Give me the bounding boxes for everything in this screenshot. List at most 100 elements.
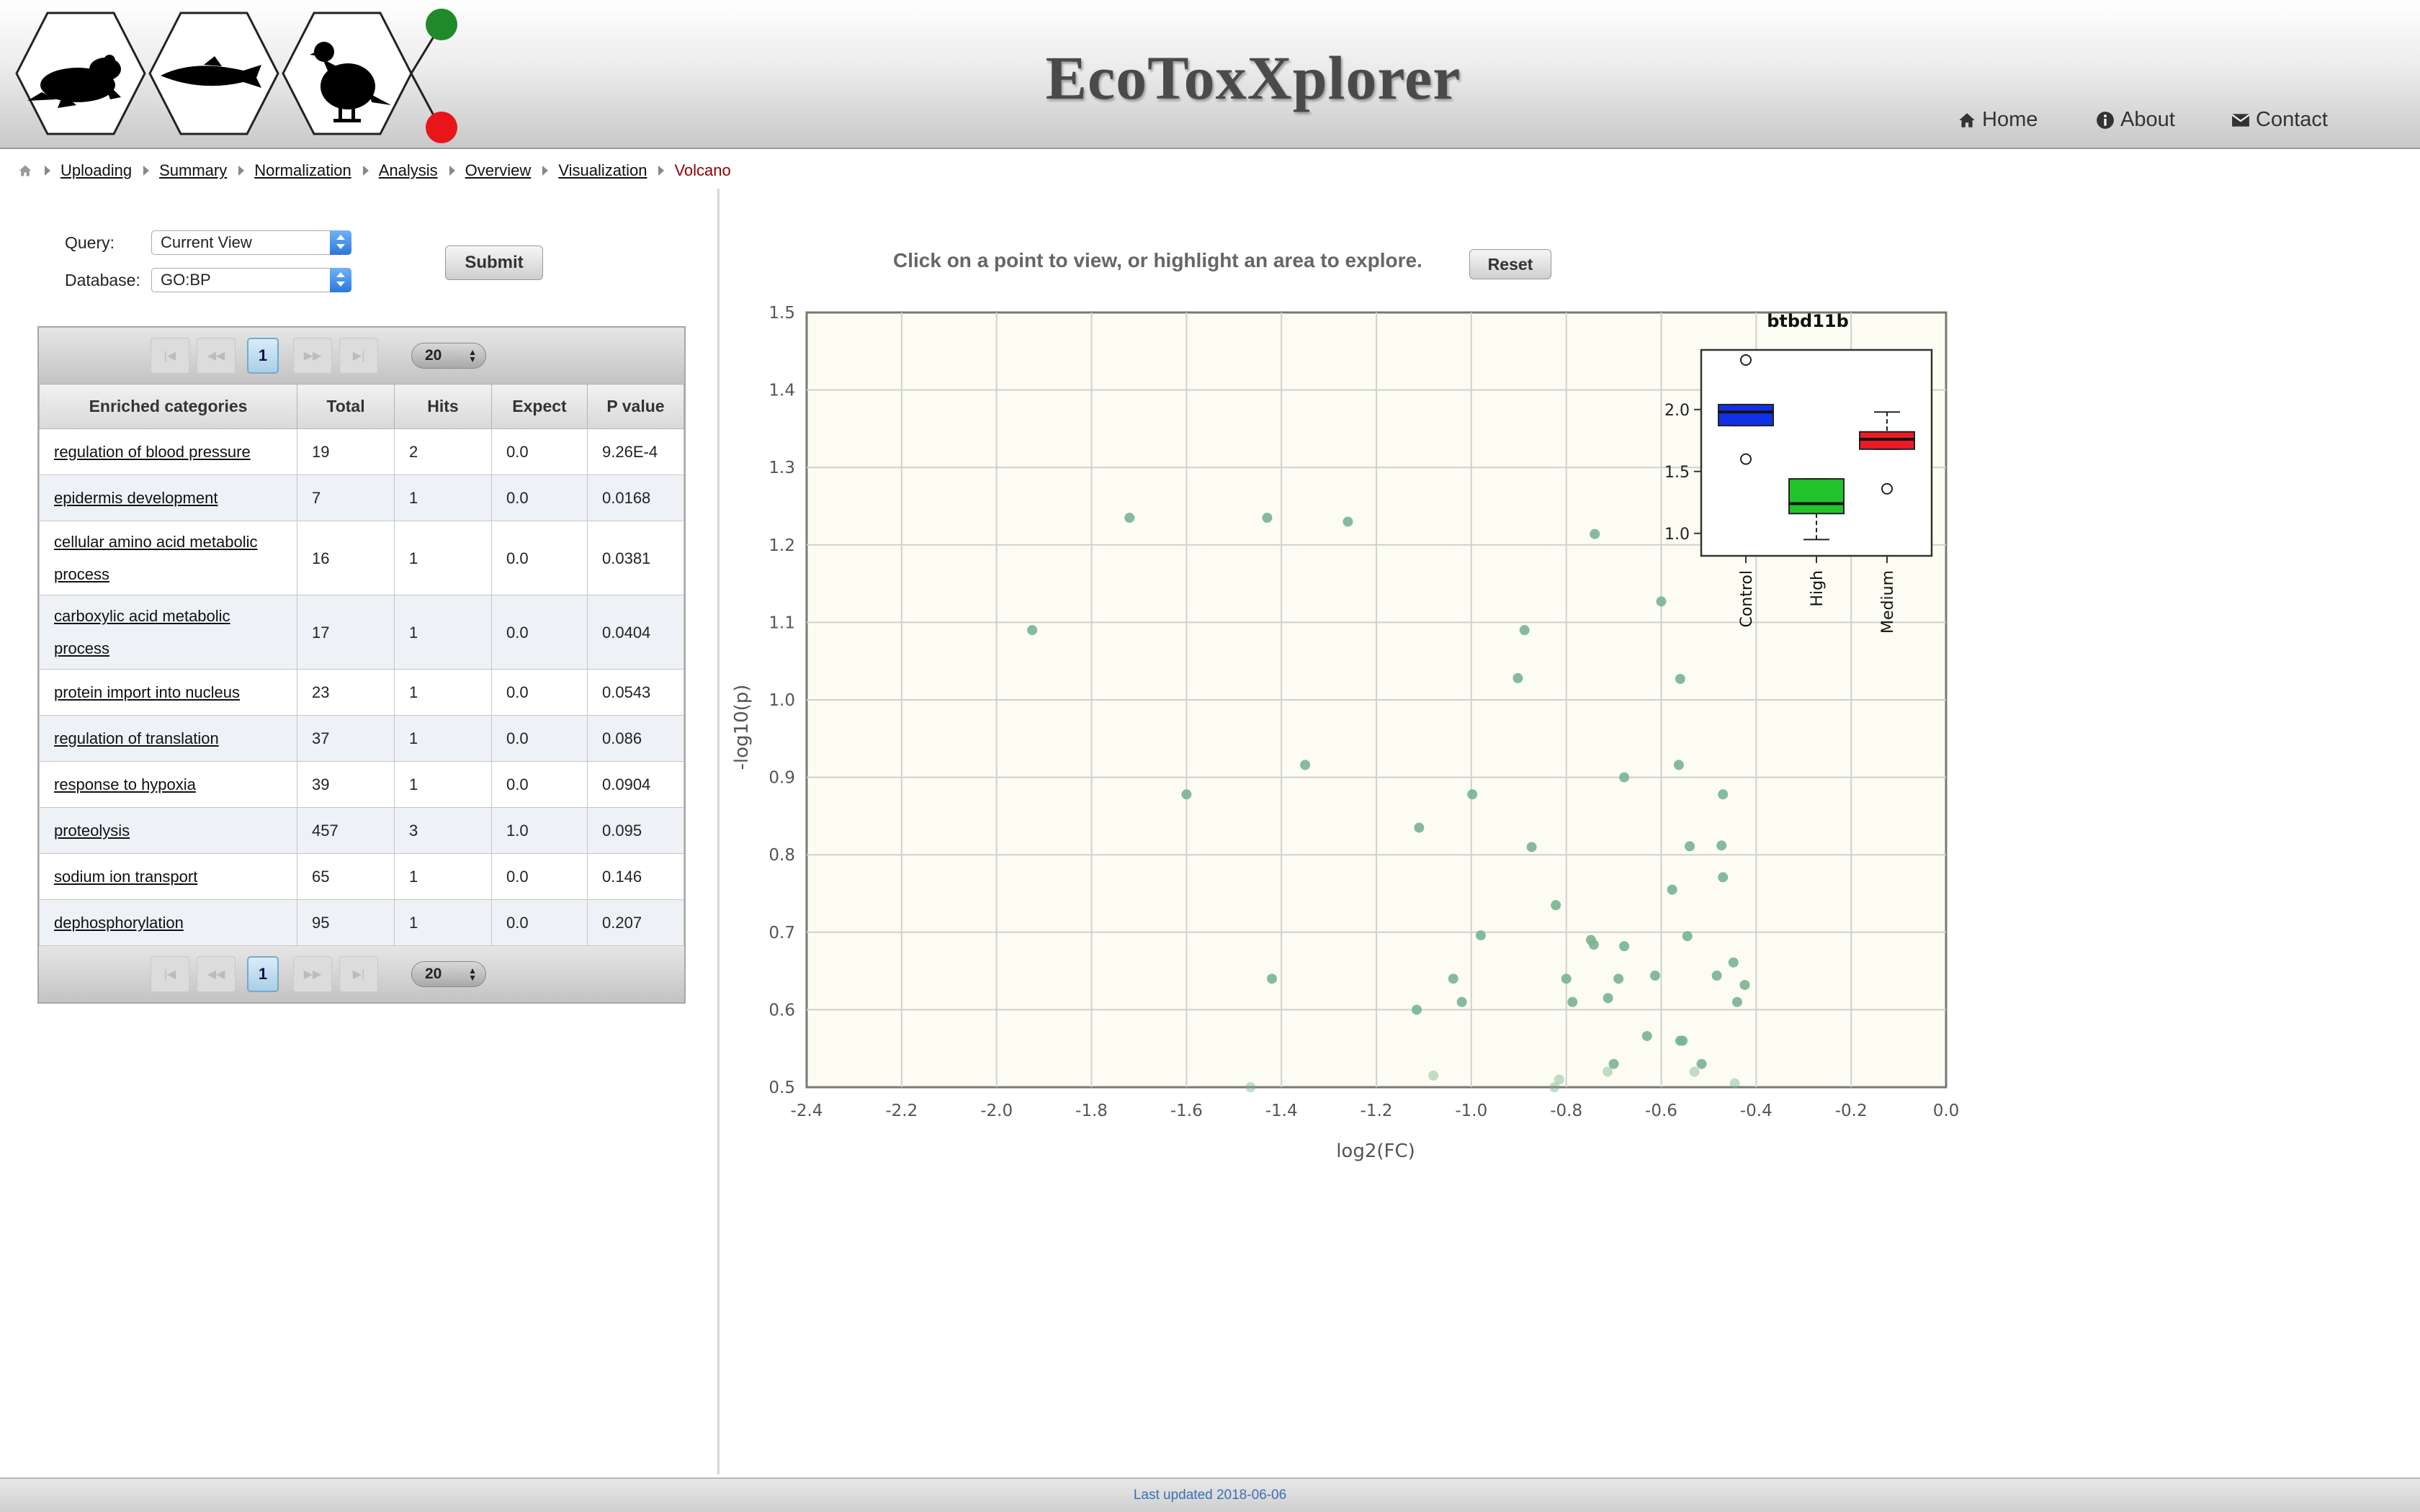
reset-button[interactable]: Reset xyxy=(1469,249,1551,279)
breadcrumb-visualization[interactable]: Visualization xyxy=(558,161,647,179)
app-title: EcoToxXplorer xyxy=(1045,43,1461,112)
total-cell: 95 xyxy=(297,899,395,946)
category-link[interactable]: dephosphorylation xyxy=(54,913,184,932)
col-header-category[interactable]: Enriched categories xyxy=(39,384,297,429)
data-point xyxy=(1603,993,1613,1004)
data-point xyxy=(1656,596,1667,607)
category-link[interactable]: epidermis development xyxy=(54,488,218,507)
inset-y-tick-label: 2.0 xyxy=(1664,402,1690,420)
page-size-value: 20 xyxy=(425,347,442,364)
status-red-icon xyxy=(426,112,457,143)
x-tick-label: -1.2 xyxy=(1361,1102,1393,1120)
y-tick-label: 0.9 xyxy=(768,769,795,788)
nav-contact[interactable]: Contact xyxy=(2231,108,2328,132)
prev-page-button[interactable]: ◀◀ xyxy=(197,338,236,374)
data-point xyxy=(1456,996,1467,1007)
total-cell: 39 xyxy=(297,761,395,808)
status-green-icon xyxy=(426,9,457,40)
first-page-button[interactable]: |◀ xyxy=(151,956,189,992)
breadcrumb-overview[interactable]: Overview xyxy=(465,161,532,179)
category-link[interactable]: proteolysis xyxy=(54,821,130,840)
query-select-value: Current View xyxy=(161,233,252,251)
next-page-button[interactable]: ▶▶ xyxy=(293,956,332,992)
page-size-select[interactable]: 20 ▲ ▼ xyxy=(411,961,486,987)
breadcrumb-uploading[interactable]: Uploading xyxy=(60,161,133,179)
data-point xyxy=(1266,973,1277,984)
pager-top: |◀ ◀◀ 1 ▶▶ ▶| 20 ▲ ▼ xyxy=(39,328,684,384)
category-link[interactable]: regulation of blood pressure xyxy=(54,442,251,461)
category-link[interactable]: sodium ion transport xyxy=(54,867,198,886)
breadcrumb-analysis[interactable]: Analysis xyxy=(378,161,438,179)
nav-about[interactable]: About xyxy=(2096,108,2175,132)
database-label: Database: xyxy=(65,271,140,289)
pvalue-cell: 0.0404 xyxy=(587,595,684,670)
data-point xyxy=(1343,516,1353,527)
data-point xyxy=(1641,1030,1652,1041)
data-point xyxy=(1649,971,1660,981)
data-point xyxy=(1262,513,1273,523)
breadcrumb: Uploading Summary Normalization Analysis… xyxy=(17,160,731,181)
expect-cell: 0.0 xyxy=(491,669,588,716)
data-point xyxy=(1729,1078,1740,1089)
breadcrumb-normalization[interactable]: Normalization xyxy=(254,161,351,179)
pvalue-cell: 0.207 xyxy=(587,899,684,946)
category-link[interactable]: response to hypoxia xyxy=(54,775,196,793)
table-row: dephosphorylation 95 1 0.0 0.207 xyxy=(39,899,684,946)
y-tick-label: 0.7 xyxy=(768,924,795,942)
last-page-button[interactable]: ▶| xyxy=(339,956,378,992)
table-row: epidermis development 7 1 0.0 0.0168 xyxy=(39,474,684,521)
database-select[interactable]: GO:BP xyxy=(151,268,351,292)
x-tick-label: -0.2 xyxy=(1835,1102,1868,1120)
expect-cell: 1.0 xyxy=(491,807,588,854)
category-link[interactable]: carboxylic acid metabolic process xyxy=(54,607,230,657)
page-number[interactable]: 1 xyxy=(247,338,279,374)
first-page-button[interactable]: |◀ xyxy=(151,338,189,374)
pvalue-cell: 0.0904 xyxy=(587,761,684,808)
category-link[interactable]: cellular amino acid metabolic process xyxy=(54,533,258,583)
pvalue-cell: 0.0168 xyxy=(587,474,684,521)
total-cell: 37 xyxy=(297,715,395,762)
page-size-select[interactable]: 20 ▲ ▼ xyxy=(411,343,486,369)
prev-page-button[interactable]: ◀◀ xyxy=(197,956,236,992)
x-tick-label: -0.6 xyxy=(1645,1102,1677,1120)
category-link[interactable]: protein import into nucleus xyxy=(54,683,241,701)
data-point xyxy=(1739,979,1750,990)
expect-cell: 0.0 xyxy=(491,853,588,900)
data-point xyxy=(1689,1066,1700,1077)
col-header-total[interactable]: Total xyxy=(297,384,395,429)
query-select[interactable]: Current View xyxy=(151,230,351,255)
data-point xyxy=(1554,1074,1564,1085)
table-row: proteolysis 457 3 1.0 0.095 xyxy=(39,807,684,854)
page-number[interactable]: 1 xyxy=(247,956,279,992)
next-page-button[interactable]: ▶▶ xyxy=(293,338,332,374)
data-point xyxy=(1549,1082,1560,1092)
results-grid: |◀ ◀◀ 1 ▶▶ ▶| 20 ▲ ▼ Enriched categories T… xyxy=(37,326,686,1004)
home-breadcrumb-icon[interactable] xyxy=(17,163,33,178)
expect-cell: 0.0 xyxy=(491,715,588,762)
info-icon xyxy=(2097,111,2114,129)
nav-home[interactable]: Home xyxy=(1958,108,2038,132)
col-header-pvalue[interactable]: P value xyxy=(587,384,684,429)
col-header-expect[interactable]: Expect xyxy=(491,384,588,429)
x-axis-label: log2(FC) xyxy=(1336,1140,1415,1162)
last-page-button[interactable]: ▶| xyxy=(339,338,378,374)
breadcrumb-summary[interactable]: Summary xyxy=(159,161,228,179)
data-point xyxy=(1512,672,1523,683)
submit-button[interactable]: Submit xyxy=(445,246,543,280)
y-tick-label: 1.0 xyxy=(768,691,795,710)
hits-cell: 1 xyxy=(394,474,492,521)
data-point xyxy=(1300,760,1311,770)
col-header-hits[interactable]: Hits xyxy=(394,384,492,429)
volcano-plot[interactable]: -2.4 -2.2 -2.0 -1.8 -1.6 -1.4 -1.2 -1.0 -0.8 -0.6… xyxy=(720,288,2017,1195)
hits-cell: 1 xyxy=(394,899,492,946)
box-control xyxy=(1718,354,1774,563)
nav-home-label: Home xyxy=(1982,108,2038,131)
inset-title: btbd11b xyxy=(1767,311,1849,331)
y-tick-label: 1.1 xyxy=(768,613,795,632)
data-point xyxy=(1608,1058,1619,1069)
inset-category-label: Control xyxy=(1738,570,1756,628)
y-tick-label: 1.3 xyxy=(768,459,795,477)
category-link[interactable]: regulation of translation xyxy=(54,729,219,747)
x-tick-label: -2.0 xyxy=(980,1102,1013,1120)
database-select-value: GO:BP xyxy=(161,271,211,289)
